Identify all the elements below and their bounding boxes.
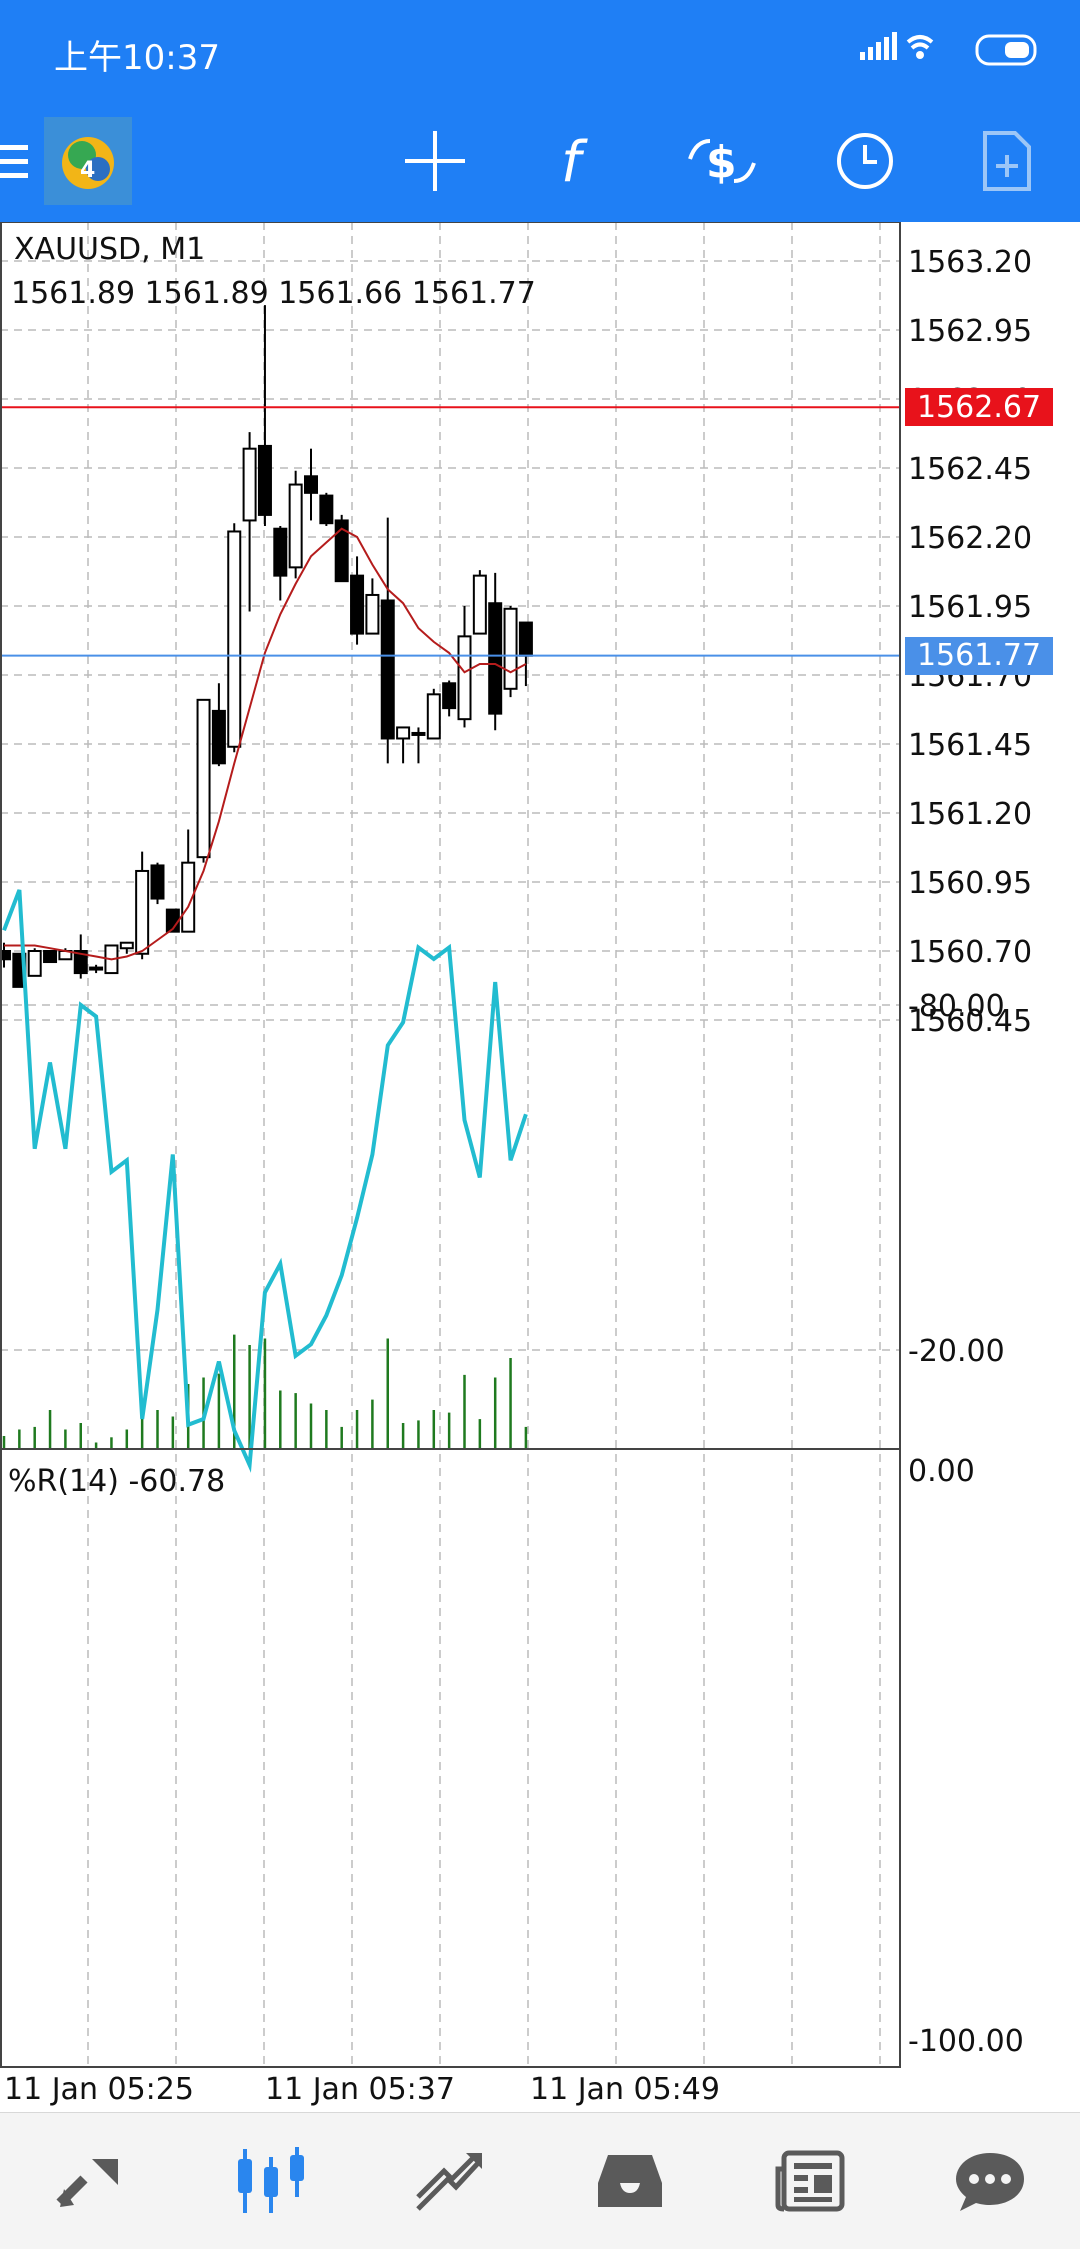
quotes-icon	[56, 2159, 118, 2207]
candle	[457, 606, 472, 728]
chart-frame	[0, 221, 901, 2068]
candle	[396, 726, 411, 764]
candle	[242, 432, 257, 612]
candle	[135, 851, 150, 960]
candle	[365, 578, 380, 635]
candle	[257, 305, 272, 526]
candle	[27, 948, 42, 977]
indicator-tick-label: 0.00	[908, 1454, 975, 1489]
news-icon	[775, 2150, 845, 2212]
time-axis-label: 11 Jan 05:25	[4, 2072, 194, 2107]
price-tick-label: 1560.45	[908, 1004, 1032, 1039]
candle	[211, 683, 226, 767]
metatrader-logo[interactable]: 4	[44, 100, 132, 222]
candle	[227, 523, 242, 753]
time-axis-label: 11 Jan 05:49	[530, 2072, 720, 2107]
candle	[304, 448, 318, 521]
trade-icon[interactable]: $	[682, 100, 762, 222]
candle	[119, 941, 134, 954]
candle	[273, 525, 288, 601]
indicators-icon[interactable]: f	[550, 100, 610, 222]
chart-tab-icon	[238, 2147, 304, 2213]
price-tick-label: 1562.45	[908, 452, 1032, 487]
inbox-icon	[598, 2155, 662, 2207]
price-tick-label: 1561.45	[908, 728, 1032, 763]
price-tick-label: 1562.95	[908, 314, 1032, 349]
timeframe-icon[interactable]	[830, 100, 900, 222]
candle	[334, 514, 349, 583]
candle	[488, 572, 503, 731]
candle	[89, 964, 104, 974]
candle	[73, 934, 88, 979]
price-tick-label: 1561.95	[908, 590, 1032, 625]
indicator-tick-label: -80.00	[908, 989, 1005, 1024]
candle	[503, 606, 518, 698]
candle	[411, 727, 426, 764]
trade-tab[interactable]	[360, 2113, 540, 2249]
candle	[288, 470, 303, 579]
history-tab[interactable]	[540, 2113, 720, 2249]
williams-r-line	[2, 889, 528, 1473]
price-tick-label: 1563.20	[908, 245, 1032, 280]
messages-tab[interactable]	[900, 2113, 1080, 2249]
crosshair-icon[interactable]	[400, 100, 470, 222]
svg-text:4: 4	[80, 158, 95, 183]
candle	[472, 570, 487, 635]
trade-tab-icon	[416, 2153, 482, 2211]
svg-text:$: $	[706, 137, 737, 188]
candle	[426, 688, 441, 740]
price-tick-label: 1562.20	[908, 521, 1032, 556]
candle	[181, 829, 196, 933]
candle	[442, 680, 457, 717]
candle	[518, 621, 533, 687]
candle	[0, 942, 11, 968]
status-bar: 上午10:37	[0, 0, 1080, 100]
status-time: 上午10:37	[54, 38, 220, 78]
ohlc-label: 1561.89 1561.89 1561.66 1561.77	[11, 276, 536, 311]
svg-text:f: f	[561, 130, 588, 193]
candle	[43, 950, 58, 964]
candle	[319, 492, 334, 526]
price-tick-label: 1560.70	[908, 935, 1032, 970]
menu-icon[interactable]	[0, 100, 30, 222]
candle	[350, 556, 365, 645]
chart-area[interactable]: 1563.201562.951562.701562.451562.201561.…	[0, 221, 1080, 2112]
ask-price-tag: 1562.67	[905, 388, 1053, 427]
price-chart[interactable]: 1563.201562.951562.701562.451562.201561.…	[0, 221, 1080, 2112]
battery-icon	[975, 34, 1041, 71]
candle	[196, 698, 211, 863]
new-chart-icon[interactable]	[975, 100, 1039, 222]
bid-price-tag: 1561.77	[905, 636, 1053, 675]
signal-icon	[858, 30, 938, 75]
price-tick-label: 1560.95	[908, 866, 1032, 901]
candle	[150, 862, 165, 905]
news-tab[interactable]	[720, 2113, 900, 2249]
time-axis-label: 11 Jan 05:37	[265, 2072, 455, 2107]
indicator-label: %R(14) -60.78	[8, 1464, 225, 1499]
toolbar: 4 f $	[0, 100, 1080, 222]
moving-average-line	[4, 527, 527, 961]
bottom-navigation	[0, 2112, 1080, 2249]
symbol-label: XAUUSD, M1	[14, 232, 205, 267]
chart-tab[interactable]	[180, 2113, 360, 2249]
candle	[380, 517, 395, 764]
chat-icon	[956, 2153, 1024, 2211]
indicator-tick-label: -100.00	[908, 2024, 1024, 2059]
quotes-tab[interactable]	[0, 2113, 180, 2249]
indicator-tick-label: -20.00	[908, 1334, 1005, 1369]
price-tick-label: 1561.20	[908, 797, 1032, 832]
